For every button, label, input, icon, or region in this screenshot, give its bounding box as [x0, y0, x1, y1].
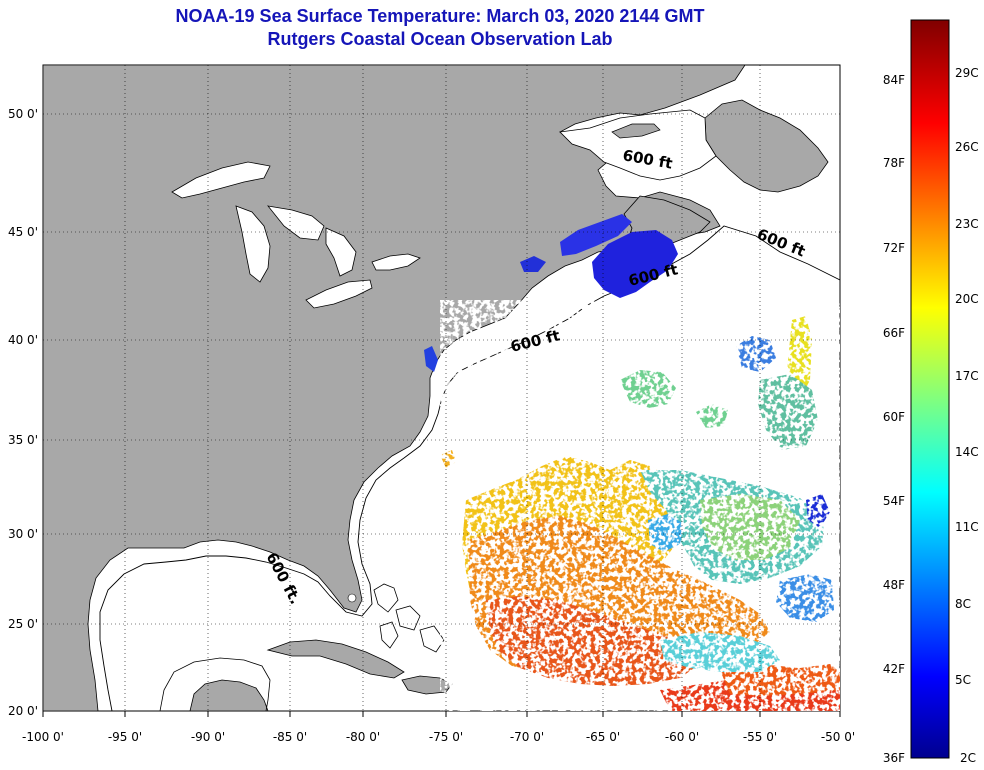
- colorbar-label-c: 23C: [955, 217, 979, 231]
- colorbar-label-f: 84F: [883, 73, 905, 87]
- lon-label: -65 0': [586, 730, 620, 744]
- colorbar-label-f: 48F: [883, 578, 905, 592]
- colorbar-label-f: 36F: [883, 751, 905, 765]
- sst-cold-patch-gulf-of-maine: [592, 230, 678, 298]
- colorbar-label-f: 78F: [883, 156, 905, 170]
- lon-label: -100 0': [22, 730, 64, 744]
- lat-label: 30 0': [8, 527, 38, 541]
- gulf-st-lawrence: [559, 109, 717, 181]
- lon-label: -80 0': [346, 730, 380, 744]
- colorbar-label-f: 72F: [883, 241, 905, 255]
- colorbar-label-c: 14C: [955, 445, 979, 459]
- lat-label: 25 0': [8, 617, 38, 631]
- anticosti-island: [611, 123, 661, 139]
- lon-label: -60 0': [665, 730, 699, 744]
- lon-label: -50 0': [821, 730, 855, 744]
- colorbar-label-f: 66F: [883, 326, 905, 340]
- lat-label: 45 0': [8, 225, 38, 239]
- lon-label: -85 0': [273, 730, 307, 744]
- lon-label: -90 0': [191, 730, 225, 744]
- lat-label: 20 0': [8, 704, 38, 718]
- lat-label: 40 0': [8, 333, 38, 347]
- lon-label: -75 0': [429, 730, 463, 744]
- colorbar-label-c: 20C: [955, 292, 979, 306]
- contour-600ft-gulf-inner: [159, 657, 271, 711]
- sst-cold-patch-chesapeake: [424, 346, 438, 372]
- lake-okeechobee: [347, 593, 357, 603]
- lat-label: 50 0': [8, 107, 38, 121]
- graticule: [43, 65, 840, 711]
- colorbar-label-c: 2C: [960, 751, 976, 765]
- lon-label: -95 0': [108, 730, 142, 744]
- colorbar-label-f: 54F: [883, 494, 905, 508]
- sst-cold-patch-nova-scotia: [560, 214, 632, 256]
- colorbar-label-c: 8C: [955, 597, 971, 611]
- sst-cold-patch-maine: [520, 256, 546, 272]
- colorbar-label-c: 26C: [955, 140, 979, 154]
- cloud-mask: [440, 300, 840, 711]
- lon-label: -55 0': [743, 730, 777, 744]
- lat-label: 35 0': [8, 433, 38, 447]
- lon-label: -70 0': [510, 730, 544, 744]
- colorbar-label-f: 60F: [883, 410, 905, 424]
- land-newfoundland: [704, 99, 829, 193]
- great-lakes: [171, 161, 421, 309]
- map-title: NOAA-19 Sea Surface Temperature: March 0…: [175, 6, 705, 26]
- colorbar-label-c: 17C: [955, 369, 979, 383]
- colorbar-label-f: 42F: [883, 662, 905, 676]
- map-subtitle: Rutgers Coastal Ocean Observation Lab: [267, 29, 613, 49]
- lon-ticks: [42, 711, 841, 717]
- land-cuba: [266, 639, 405, 679]
- colorbar-label-c: 5C: [955, 673, 971, 687]
- colorbar-label-c: 29C: [955, 66, 979, 80]
- colorbar-label-c: 11C: [955, 520, 979, 534]
- colorbar: [910, 19, 950, 759]
